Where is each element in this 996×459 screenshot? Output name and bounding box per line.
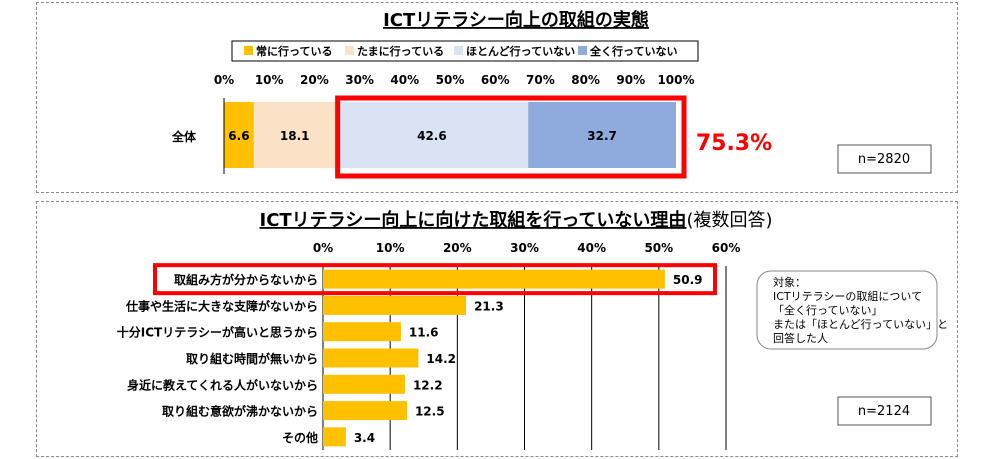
chart2-data-label: 14.2 (426, 352, 456, 366)
legend-label-4: 全く行っていない (589, 44, 677, 58)
chart1-x-tick-label: 30% (345, 73, 374, 87)
chart2-highlight-frame (153, 263, 717, 296)
legend-swatch-1 (244, 46, 253, 55)
chart2-sample-size-box (837, 396, 932, 426)
chart1-x-tick-label: 80% (571, 73, 600, 87)
chart1-data-label-2: 18.1 (280, 129, 310, 143)
chart1-bar-segment-1 (224, 102, 254, 168)
chart2-x-tick-label: 50% (644, 241, 673, 255)
chart2-x-tick-label: 60% (712, 241, 741, 255)
chart2-bar (323, 269, 665, 289)
chart2-note-line: ICTリテラシーの取組について (773, 290, 922, 303)
chart1-x-tick-label: 90% (616, 73, 645, 87)
chart2-x-tick-label: 40% (577, 241, 606, 255)
chart2-x-tick-label: 20% (443, 241, 472, 255)
chart1-x-tick-label: 70% (526, 73, 555, 87)
chart1-data-label-3: 42.6 (417, 129, 447, 143)
chart1-x-tick-label: 50% (436, 73, 465, 87)
chart2-sample-size: n=2124 (858, 404, 910, 419)
chart2-bar (323, 374, 405, 394)
chart2-bar (323, 348, 419, 368)
chart2-data-label: 21.3 (474, 299, 504, 313)
chart1-data-label-4: 32.7 (587, 129, 617, 143)
chart2-note-line: 回答した人 (773, 331, 828, 345)
legend-label-3: ほとんど行っていない (466, 44, 575, 58)
chart1-x-tick-label: 100% (657, 73, 694, 87)
chart2-category-label: その他 (282, 430, 318, 445)
chart2-note-bubble (756, 270, 938, 350)
chart2-note-line: 「全く行っていない」 (773, 303, 882, 317)
chart2-plot: 0% 10% 20% 30% 40% 50% 60% 50.9 取組み方が分からないから 21.3… (117, 241, 948, 450)
chart2-note-line: または「ほとんど行っていない」と (773, 318, 948, 331)
chart2-data-label: 11.6 (409, 326, 439, 340)
chart1-x-tick-label: 20% (300, 73, 329, 87)
chart1-plot: 常に行っている たまに行っている ほとんど行っていない 全く行っていない 0% 10% 20… (171, 40, 932, 179)
chart2-title-suffix: (複数回答) (686, 210, 772, 231)
chart2-bar (323, 427, 346, 447)
legend-label-1: 常に行っている (256, 44, 332, 58)
legend-swatch-3 (454, 46, 463, 55)
chart2-category-label: 取り組む時間が無いから (186, 351, 318, 366)
chart1-category-label: 全体 (171, 129, 197, 144)
chart1-x-tick-label: 0% (214, 73, 234, 87)
chart2-data-label: 3.4 (354, 431, 375, 445)
chart2-x-tick-label: 0% (313, 241, 333, 255)
chart2-data-label: 50.9 (673, 273, 703, 287)
chart2-data-label: 12.5 (415, 405, 445, 419)
chart2-title: ICTリテラシー向上に向けた取組を行っていない理由(複数回答) (260, 209, 773, 231)
chart1-sample-size: n=2820 (858, 152, 910, 167)
chart1-data-label-1: 6.6 (228, 129, 249, 143)
chart1-highlight-frame (335, 95, 687, 179)
legend-swatch-4 (578, 46, 587, 55)
chart2-bar (323, 401, 407, 421)
legend-label-2: たまに行っている (357, 44, 444, 58)
legend-swatch-2 (345, 46, 354, 55)
chart-panel-reasons (36, 201, 958, 457)
chart1-x-tick-label: 40% (390, 73, 419, 87)
chart2-bar (323, 322, 401, 342)
chart2-category-label: 仕事や生活に大きな支障がないから (125, 298, 318, 313)
chart1-x-tick-label: 10% (255, 73, 284, 87)
chart2-x-tick-label: 30% (510, 241, 539, 255)
chart1-bar-segment-4 (528, 102, 676, 168)
chart2-x-tick-label: 10% (376, 241, 405, 255)
chart1-bar-segment-2 (253, 102, 336, 168)
chart1-highlight-value: 75.3% (696, 131, 772, 156)
chart2-category-label: 取り組む意欲が沸かないから (162, 404, 318, 419)
chart2-category-label: 十分ICTリテラシーが高いと思うから (117, 325, 318, 340)
chart2-bar (323, 295, 467, 315)
chart2-note-line: 対象： (773, 275, 806, 289)
chart1-title: ICTリテラシー向上の取組の実態 (383, 9, 649, 31)
chart2-data-label: 12.2 (413, 378, 443, 392)
chart2-category-label: 身近に教えてくれる人がいないから (127, 377, 318, 392)
chart-panel-practice (36, 2, 958, 193)
chart2-title-main: ICTリテラシー向上に向けた取組を行っていない理由 (260, 209, 687, 231)
chart1-bar-segment-3 (335, 102, 529, 168)
chart2-category-label: 取組み方が分からないから (174, 272, 318, 287)
chart1-x-tick-label: 60% (481, 73, 510, 87)
chart1-sample-size-box (837, 144, 932, 174)
